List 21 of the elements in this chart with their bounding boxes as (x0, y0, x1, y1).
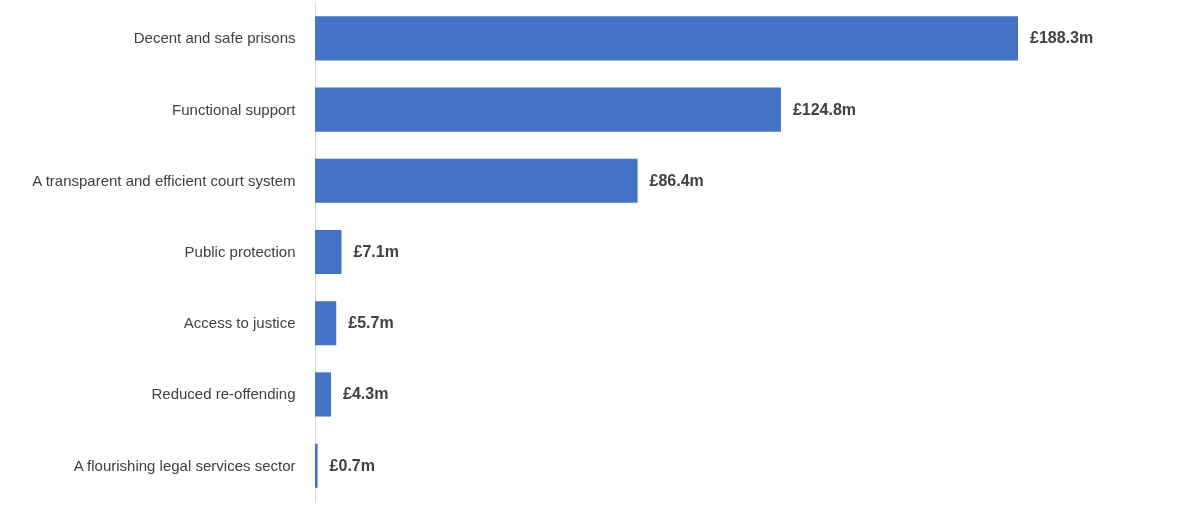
bar (315, 229, 342, 275)
bar (315, 443, 318, 488)
bar (315, 16, 1018, 61)
data-label: £7.1m (353, 243, 399, 260)
data-label: £188.3m (1030, 29, 1094, 47)
bar (315, 301, 337, 346)
bar (315, 372, 332, 417)
data-label: £124.8m (792, 100, 857, 118)
bar (315, 158, 638, 203)
y-tick-label: Access to justice (183, 314, 296, 332)
y-tick-label: Public protection (184, 243, 296, 260)
y-tick-label: Decent and safe prisons (133, 29, 296, 47)
y-tick-label: Reduced re-offending (151, 385, 296, 403)
data-label: £0.7m (329, 456, 375, 474)
data-label: £5.7m (348, 314, 394, 332)
data-label: £86.4m (649, 171, 704, 189)
bar (315, 87, 781, 132)
data-label: £4.3m (343, 385, 389, 403)
y-tick-label: Functional support (172, 100, 297, 118)
y-tick-label: A transparent and efficient court system (32, 171, 296, 189)
y-tick-label: A flourishing legal services sector (73, 456, 296, 474)
